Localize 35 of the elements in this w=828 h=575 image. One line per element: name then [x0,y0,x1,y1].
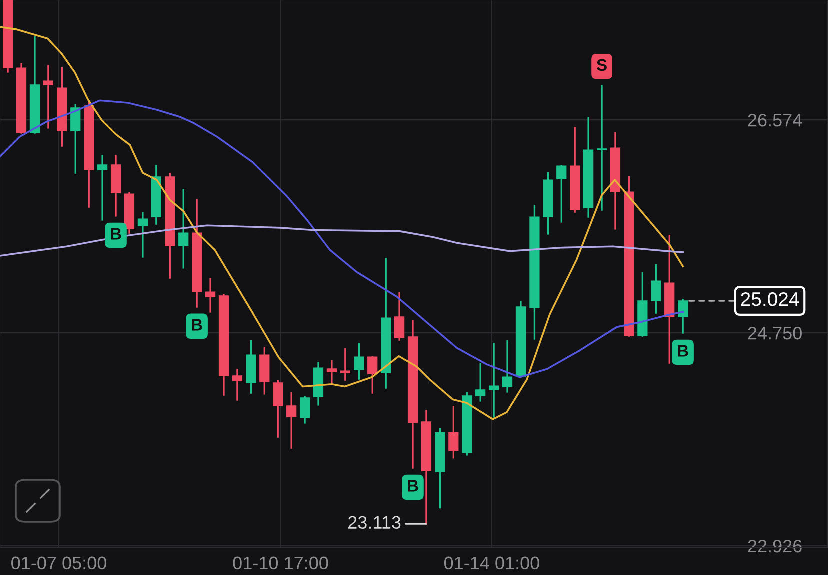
candlestick [502,340,513,393]
candlestick [178,189,189,269]
candlestick [556,165,567,223]
annotation: 25.024 [741,292,800,306]
x-tick-label: 01-10 17:00 [233,556,328,570]
annotation: B [408,480,418,492]
x-tick-label: 01-07 05:00 [12,556,106,570]
candlestick [232,369,243,401]
annotation: B [678,345,688,357]
candlestick [70,104,81,174]
annotation: S [596,59,607,72]
annotation: B [192,319,202,331]
candlestick [368,356,378,394]
candlestick [596,85,608,211]
y-tick-label: 24.750 [748,326,802,340]
candlestick [300,396,310,424]
candlestick [273,380,284,438]
y-tick-label: 26.574 [748,114,802,127]
candlestick [286,392,297,449]
candlestick [651,264,662,314]
candlestick [340,348,350,381]
candlestick [205,278,216,313]
candlestick [488,343,500,418]
annotation: 23.113 [348,516,401,530]
x-tick-label: 01-14 01:00 [444,556,540,570]
candlestick [354,343,364,380]
candlestick [678,299,688,334]
candlestick [138,212,148,258]
candlestick [448,406,459,459]
candlestick [43,65,54,129]
candlestick [97,155,108,221]
annotation: B [111,228,122,240]
candlestick [476,363,486,402]
candlestick [326,360,338,385]
candlestick [394,292,405,341]
